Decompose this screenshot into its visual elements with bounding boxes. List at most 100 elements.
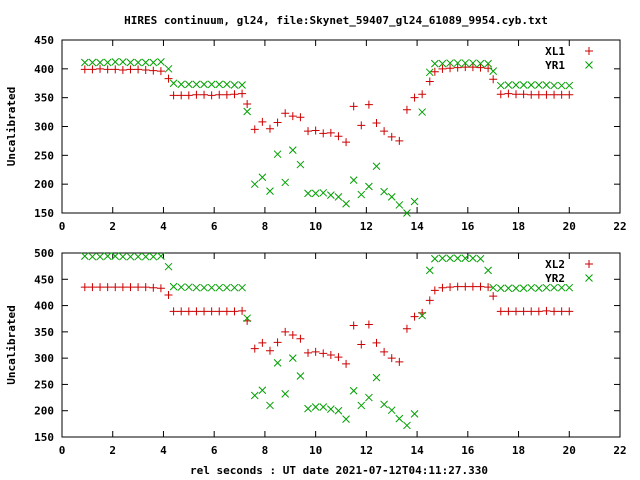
data-point-xl1 [134, 65, 143, 74]
data-point-xl1 [372, 119, 381, 128]
data-point-yr1 [250, 180, 259, 189]
data-point-xl1 [238, 89, 247, 98]
data-point-xl1 [215, 90, 224, 99]
x-tick-label: 8 [262, 444, 269, 457]
data-point-xl2 [357, 340, 366, 349]
data-point-xl1 [402, 105, 411, 114]
x-tick-label: 12 [360, 444, 373, 457]
data-point-yr1 [288, 146, 297, 154]
data-point-yr2 [453, 254, 462, 263]
data-point-xl1 [349, 102, 358, 111]
data-point-yr2 [111, 252, 120, 261]
data-point-yr2 [430, 254, 439, 263]
y-tick-label: 400 [34, 63, 54, 76]
data-point-xl2 [512, 307, 521, 316]
data-point-xl2 [207, 307, 216, 316]
data-point-yr1 [342, 199, 350, 208]
legend-label: XL2 [545, 258, 565, 271]
data-point-xl2 [296, 334, 305, 343]
data-point-xl1 [453, 63, 462, 72]
y-tick-label: 350 [34, 92, 54, 105]
data-point-yr2 [334, 406, 343, 415]
data-point-xl1 [395, 136, 404, 145]
data-point-yr1 [565, 81, 574, 90]
data-point-yr2 [534, 284, 543, 293]
data-point-xl1 [380, 127, 389, 136]
data-point-xl2 [149, 283, 158, 292]
y-axis-label: Uncalibrated [5, 305, 18, 384]
data-point-xl2 [111, 283, 120, 292]
x-tick-label: 22 [613, 220, 626, 233]
x-tick-label: 18 [512, 444, 525, 457]
data-point-yr1 [484, 59, 492, 68]
data-point-xl2 [118, 283, 127, 292]
data-point-yr2 [149, 252, 158, 261]
data-point-xl2 [96, 283, 105, 292]
data-point-xl2 [200, 307, 209, 316]
data-point-xl2 [453, 282, 462, 291]
data-point-yr2 [550, 283, 558, 292]
data-point-xl1 [250, 125, 259, 134]
legend-marker [585, 260, 593, 268]
data-point-xl1 [311, 126, 320, 135]
x-tick-label: 0 [59, 444, 66, 457]
y-axis-label: Uncalibrated [5, 87, 18, 166]
data-point-yr2 [461, 254, 470, 263]
x-tick-label: 10 [309, 220, 322, 233]
data-point-yr1 [230, 81, 239, 89]
data-point-xl1 [430, 67, 439, 76]
data-point-xl1 [156, 67, 165, 76]
data-point-yr2 [200, 283, 208, 292]
data-point-yr2 [484, 266, 492, 275]
data-point-yr1 [207, 80, 216, 89]
data-point-yr2 [258, 386, 267, 395]
data-point-xl1 [243, 100, 252, 109]
data-point-yr2 [557, 283, 566, 292]
data-point-xl2 [169, 307, 178, 316]
y-tick-label: 350 [34, 326, 54, 339]
data-point-xl2 [156, 284, 165, 293]
data-point-yr1 [496, 81, 505, 90]
data-point-xl2 [134, 283, 143, 292]
data-point-xl2 [425, 296, 434, 305]
data-point-xl1 [519, 90, 528, 99]
data-point-yr2 [281, 390, 290, 398]
data-point-yr1 [243, 107, 252, 116]
data-point-yr1 [357, 190, 366, 199]
data-point-yr2 [327, 405, 335, 413]
data-point-xl2 [222, 307, 231, 316]
y-tick-label: 150 [34, 207, 54, 220]
data-point-xl2 [438, 283, 447, 292]
data-point-yr1 [453, 59, 462, 67]
y-tick-label: 150 [34, 431, 54, 444]
data-point-xl1 [149, 66, 158, 75]
data-point-yr1 [266, 187, 274, 195]
data-point-yr2 [80, 252, 89, 261]
plot-frame [61, 39, 621, 214]
data-point-xl2 [334, 353, 343, 362]
data-point-yr1 [519, 81, 528, 89]
data-point-xl2 [230, 307, 239, 316]
x-tick-label: 12 [360, 220, 373, 233]
legend-label: YR2 [545, 272, 565, 285]
data-point-xl2 [349, 321, 358, 330]
data-point-yr1 [387, 192, 396, 201]
data-point-yr1 [327, 191, 335, 199]
data-point-yr2 [438, 254, 447, 263]
legend-label: XL1 [545, 45, 565, 58]
data-point-xl2 [215, 307, 224, 316]
data-point-xl2 [489, 292, 498, 301]
data-point-xl2 [542, 306, 551, 315]
top-panel: 0 2 4 6 8 10 12 14 16 18 20 22 150 200 250 300 350 400 450… [5, 34, 627, 233]
data-point-yr2 [238, 283, 246, 292]
data-point-xl1 [326, 128, 335, 137]
data-point-xl1 [542, 90, 551, 99]
data-point-yr2 [403, 421, 411, 430]
data-point-yr1 [88, 58, 97, 67]
data-point-yr2 [565, 283, 574, 292]
data-point-xl2 [311, 347, 320, 356]
data-point-xl2 [80, 283, 89, 292]
data-point-xl2 [402, 324, 411, 333]
data-point-yr1 [380, 187, 388, 196]
